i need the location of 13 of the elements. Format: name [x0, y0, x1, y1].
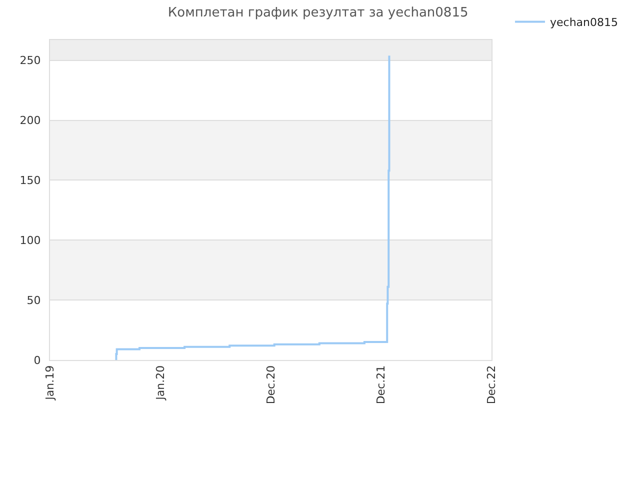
legend-label: yechan0815: [550, 16, 618, 29]
x-tick-label: Jan.20: [154, 365, 167, 401]
y-tick-label: 250: [20, 54, 41, 68]
x-tick-label: Dec.21: [374, 365, 388, 404]
y-tick-label: 0: [34, 354, 41, 367]
y-tick-label: 50: [26, 294, 41, 307]
x-tick-label: Jan.19: [44, 365, 57, 401]
x-tick-label: Dec.22: [484, 365, 498, 404]
y-tick-label: 100: [20, 234, 41, 247]
x-tick-label: Dec.20: [264, 365, 278, 404]
y-tick-label: 200: [20, 114, 41, 128]
chart-title: Комплетан график резултат за yechan0815: [168, 6, 468, 21]
y-tick-label: 150: [20, 174, 41, 188]
